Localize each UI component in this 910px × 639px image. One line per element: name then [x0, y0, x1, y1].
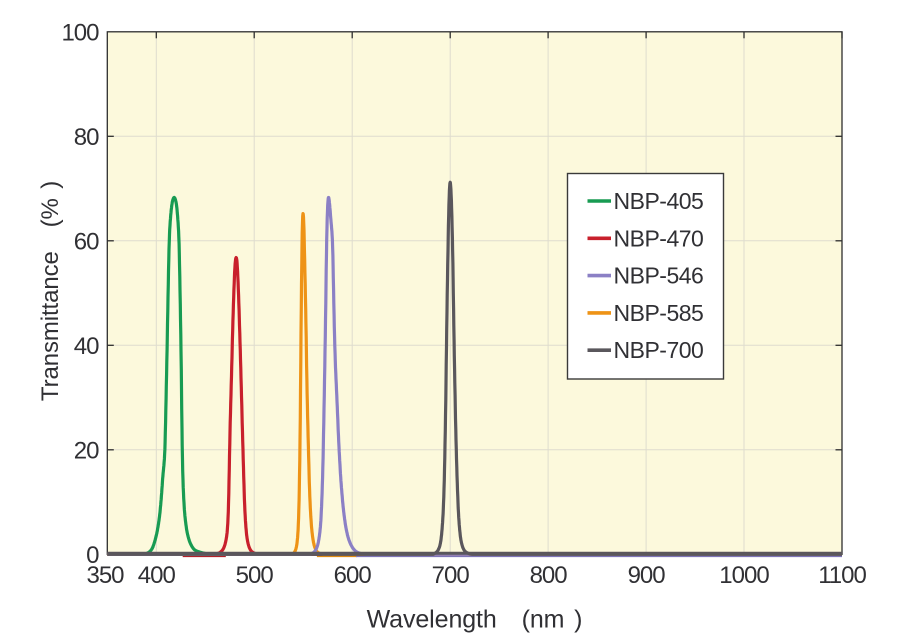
svg-text:40: 40 — [74, 333, 99, 360]
svg-text:NBP-700: NBP-700 — [614, 337, 704, 363]
svg-text:400: 400 — [138, 562, 176, 589]
svg-text:500: 500 — [236, 562, 274, 589]
svg-text:100: 100 — [61, 19, 99, 46]
svg-text:NBP-405: NBP-405 — [614, 188, 704, 214]
svg-text:NBP-470: NBP-470 — [614, 225, 704, 251]
svg-text:350: 350 — [86, 562, 124, 589]
svg-text:Wavelength (nm ): Wavelength (nm ) — [367, 606, 583, 634]
svg-text:800: 800 — [530, 562, 568, 589]
svg-text:700: 700 — [432, 562, 470, 589]
svg-text:Transmittance (% ): Transmittance (% ) — [37, 181, 64, 401]
svg-text:1000: 1000 — [719, 562, 769, 589]
svg-text:1100: 1100 — [818, 562, 866, 589]
svg-text:NBP-585: NBP-585 — [614, 300, 704, 326]
svg-text:60: 60 — [74, 228, 99, 255]
svg-text:900: 900 — [628, 562, 666, 589]
svg-text:600: 600 — [334, 562, 372, 589]
svg-text:0: 0 — [86, 542, 99, 569]
svg-text:20: 20 — [74, 437, 99, 464]
svg-text:80: 80 — [74, 124, 99, 151]
svg-text:NBP-546: NBP-546 — [614, 263, 704, 289]
